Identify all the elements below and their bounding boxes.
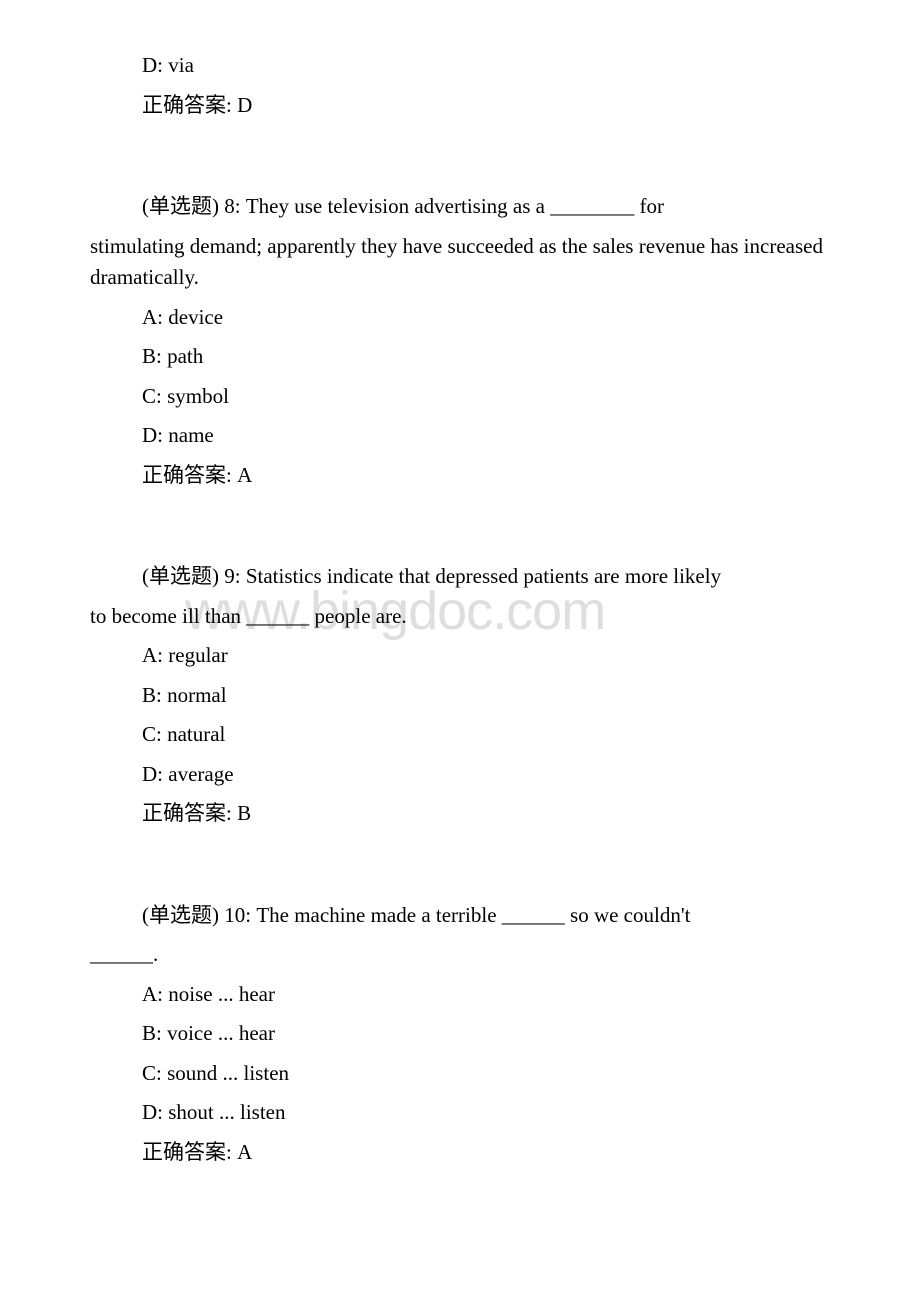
answer-label: 正确答案: A — [90, 1137, 830, 1169]
option-a: A: noise ... hear — [90, 979, 830, 1011]
option-c: C: natural — [90, 719, 830, 751]
option-a: A: regular — [90, 640, 830, 672]
option-d: D: name — [90, 420, 830, 452]
question-block-9: (单选题) 9: Statistics indicate that depres… — [90, 561, 830, 830]
question-prompt-line2: ______. — [90, 939, 830, 971]
question-prompt-line2: to become ill than ______ people are. — [90, 601, 830, 633]
option-a: A: device — [90, 302, 830, 334]
question-block-8: (单选题) 8: They use television advertising… — [90, 191, 830, 491]
option-d: D: average — [90, 759, 830, 791]
question-prompt-line1: (单选题) 9: Statistics indicate that depres… — [90, 561, 830, 593]
document-content: D: via 正确答案: D (单选题) 8: They use televis… — [90, 50, 830, 1168]
answer-label: 正确答案: D — [90, 90, 830, 122]
option-b: B: path — [90, 341, 830, 373]
question-prompt-line1: (单选题) 8: They use television advertising… — [90, 191, 830, 223]
answer-label: 正确答案: B — [90, 798, 830, 830]
question-prompt-line2: stimulating demand; apparently they have… — [90, 231, 830, 294]
option-b: B: voice ... hear — [90, 1018, 830, 1050]
option-c: C: symbol — [90, 381, 830, 413]
option-d: D: via — [90, 50, 830, 82]
question-block-10: (单选题) 10: The machine made a terrible __… — [90, 900, 830, 1169]
question-block-7-tail: D: via 正确答案: D — [90, 50, 830, 121]
option-b: B: normal — [90, 680, 830, 712]
answer-label: 正确答案: A — [90, 460, 830, 492]
option-d: D: shout ... listen — [90, 1097, 830, 1129]
question-prompt-line1: (单选题) 10: The machine made a terrible __… — [90, 900, 830, 932]
option-c: C: sound ... listen — [90, 1058, 830, 1090]
